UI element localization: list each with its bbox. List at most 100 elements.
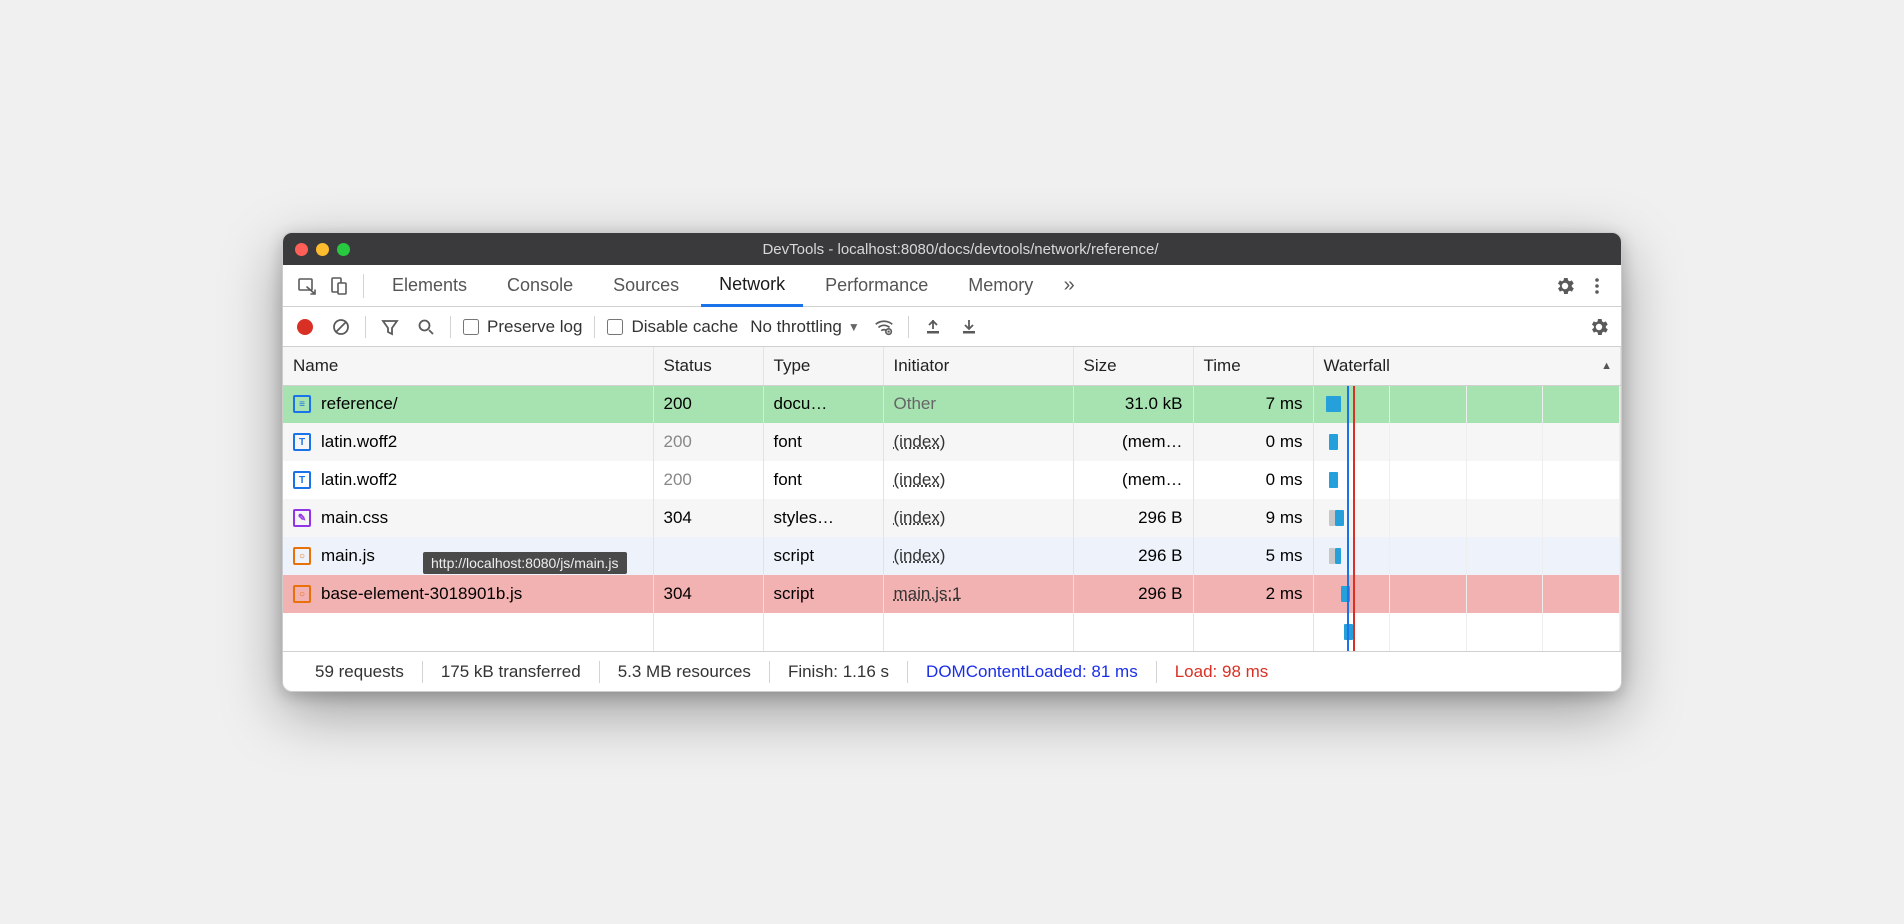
- request-status: 200: [653, 461, 763, 499]
- request-time: 2 ms: [1193, 575, 1313, 613]
- settings-icon[interactable]: [1551, 272, 1579, 300]
- table-row[interactable]: ✎main.css304styles…(index)296 B9 ms: [283, 499, 1621, 537]
- preserve-log-label: Preserve log: [487, 317, 582, 337]
- column-header-time[interactable]: Time: [1193, 347, 1313, 385]
- file-font-icon: T: [293, 471, 311, 489]
- disable-cache-label: Disable cache: [631, 317, 738, 337]
- request-type: script: [763, 537, 883, 575]
- status-domcontentloaded: DOMContentLoaded: 81 ms: [908, 662, 1156, 682]
- network-request-table: Name Status Type Initiator Size Time Wat…: [283, 347, 1621, 651]
- table-row[interactable]: ○ main.js http://localhost:8080/js/main.js…: [283, 537, 1621, 575]
- clear-icon[interactable]: [329, 315, 353, 339]
- request-initiator[interactable]: main.js:1: [883, 575, 1073, 613]
- file-font-icon: T: [293, 433, 311, 451]
- preserve-log-checkbox[interactable]: Preserve log: [463, 317, 582, 337]
- tab-performance[interactable]: Performance: [807, 265, 946, 306]
- export-har-icon[interactable]: [957, 315, 981, 339]
- request-name: main.js: [321, 546, 375, 566]
- request-size: (mem…: [1073, 461, 1193, 499]
- request-name: latin.woff2: [321, 470, 397, 490]
- request-size: 31.0 kB: [1073, 385, 1193, 423]
- request-type: script: [763, 575, 883, 613]
- tab-console[interactable]: Console: [489, 265, 591, 306]
- request-initiator[interactable]: (index): [883, 423, 1073, 461]
- network-statusbar: 59 requests 175 kB transferred 5.3 MB re…: [283, 651, 1621, 691]
- waterfall-cell: [1313, 499, 1621, 537]
- waterfall-cell: [1313, 461, 1621, 499]
- request-size: 296 B: [1073, 575, 1193, 613]
- table-row[interactable]: ≡reference/200docu…Other31.0 kB7 ms: [283, 385, 1621, 423]
- tab-elements[interactable]: Elements: [374, 265, 485, 306]
- tab-network[interactable]: Network: [701, 266, 803, 307]
- record-button[interactable]: [293, 315, 317, 339]
- traffic-lights: [295, 243, 350, 256]
- filter-icon[interactable]: [378, 315, 402, 339]
- request-initiator[interactable]: (index): [883, 499, 1073, 537]
- status-requests: 59 requests: [297, 662, 422, 682]
- search-icon[interactable]: [414, 315, 438, 339]
- waterfall-cell: [1313, 385, 1621, 423]
- disable-cache-input[interactable]: [607, 319, 623, 335]
- request-status: 200: [653, 423, 763, 461]
- url-tooltip: http://localhost:8080/js/main.js: [423, 552, 627, 574]
- request-time: 0 ms: [1193, 423, 1313, 461]
- column-header-name[interactable]: Name: [283, 347, 653, 385]
- status-load: Load: 98 ms: [1157, 662, 1287, 682]
- preserve-log-input[interactable]: [463, 319, 479, 335]
- request-type: docu…: [763, 385, 883, 423]
- network-toolbar: Preserve log Disable cache No throttling…: [283, 307, 1621, 347]
- divider: [908, 316, 909, 338]
- request-type: font: [763, 461, 883, 499]
- network-conditions-icon[interactable]: [872, 315, 896, 339]
- panel-settings-icon[interactable]: [1587, 315, 1611, 339]
- request-name: reference/: [321, 394, 398, 414]
- request-time: 0 ms: [1193, 461, 1313, 499]
- import-har-icon[interactable]: [921, 315, 945, 339]
- table-row[interactable]: Tlatin.woff2200font(index)(mem…0 ms: [283, 423, 1621, 461]
- minimize-window-button[interactable]: [316, 243, 329, 256]
- column-header-initiator[interactable]: Initiator: [883, 347, 1073, 385]
- window-title: DevTools - localhost:8080/docs/devtools/…: [362, 241, 1609, 258]
- divider: [594, 316, 595, 338]
- device-toolbar-icon[interactable]: [325, 272, 353, 300]
- sort-ascending-icon: ▲: [1601, 360, 1612, 372]
- request-name: main.css: [321, 508, 388, 528]
- column-header-status[interactable]: Status: [653, 347, 763, 385]
- titlebar: DevTools - localhost:8080/docs/devtools/…: [283, 233, 1621, 265]
- tab-memory[interactable]: Memory: [950, 265, 1051, 306]
- status-resources: 5.3 MB resources: [600, 662, 769, 682]
- divider: [450, 316, 451, 338]
- request-size: 296 B: [1073, 499, 1193, 537]
- request-status: 304: [653, 575, 763, 613]
- table-row[interactable]: Tlatin.woff2 200font(index)(mem…0 ms: [283, 461, 1621, 499]
- waterfall-label: Waterfall: [1324, 356, 1390, 375]
- table-row[interactable]: ○base-element-3018901b.js304scriptmain.j…: [283, 575, 1621, 613]
- request-time: 9 ms: [1193, 499, 1313, 537]
- divider: [365, 316, 366, 338]
- request-status: [653, 537, 763, 575]
- tab-sources[interactable]: Sources: [595, 265, 697, 306]
- file-js-icon: ○: [293, 547, 311, 565]
- request-initiator[interactable]: (index): [883, 461, 1073, 499]
- request-type: styles…: [763, 499, 883, 537]
- table-row: [283, 613, 1621, 651]
- request-size: (mem…: [1073, 423, 1193, 461]
- request-size: 296 B: [1073, 537, 1193, 575]
- kebab-menu-icon[interactable]: [1583, 272, 1611, 300]
- column-header-waterfall[interactable]: Waterfall ▲: [1313, 347, 1621, 385]
- inspect-element-icon[interactable]: [293, 272, 321, 300]
- request-initiator: Other: [883, 385, 1073, 423]
- maximize-window-button[interactable]: [337, 243, 350, 256]
- more-tabs-icon[interactable]: »: [1055, 272, 1083, 300]
- throttling-select[interactable]: No throttling ▼: [750, 317, 860, 337]
- status-transferred: 175 kB transferred: [423, 662, 599, 682]
- waterfall-cell: [1313, 423, 1621, 461]
- request-initiator[interactable]: (index): [883, 537, 1073, 575]
- column-header-size[interactable]: Size: [1073, 347, 1193, 385]
- close-window-button[interactable]: [295, 243, 308, 256]
- waterfall-cell: [1313, 575, 1621, 613]
- column-header-type[interactable]: Type: [763, 347, 883, 385]
- request-time: 5 ms: [1193, 537, 1313, 575]
- disable-cache-checkbox[interactable]: Disable cache: [607, 317, 738, 337]
- request-name: base-element-3018901b.js: [321, 584, 522, 604]
